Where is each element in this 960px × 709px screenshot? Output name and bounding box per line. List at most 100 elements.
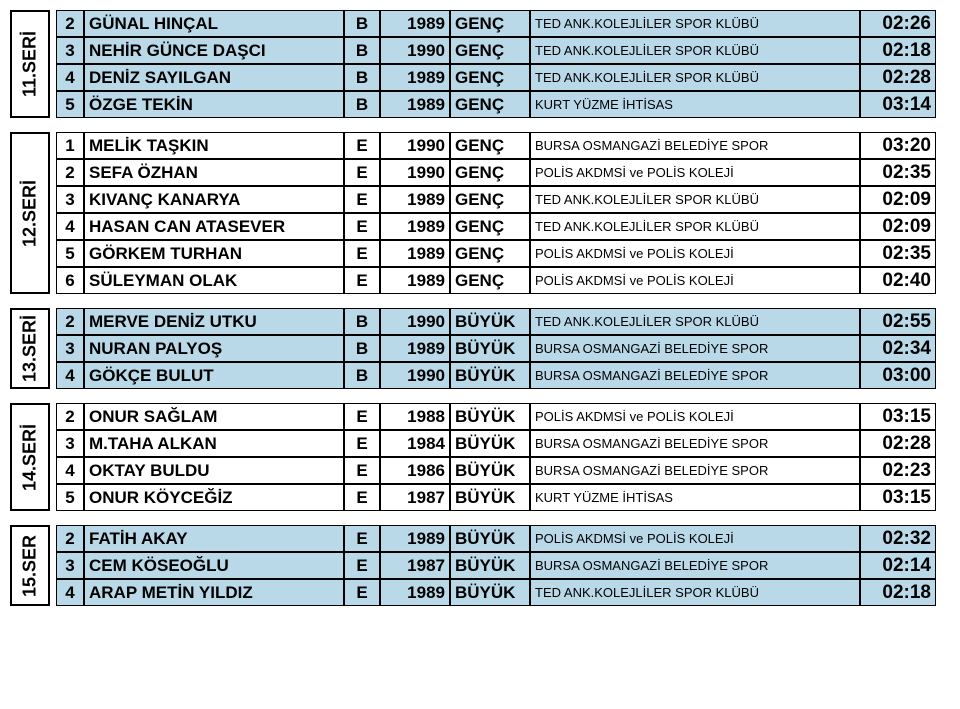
series-block: 11.SERİ2GÜNAL HINÇALB1989GENÇTED ANK.KOL… [10,10,950,118]
athlete-name: OKTAY BULDU [84,457,344,484]
time: 02:09 [860,213,936,240]
club-name: TED ANK.KOLEJLİLER SPOR KLÜBÜ [530,308,860,335]
category: GENÇ [450,37,530,64]
series-label: 12.SERİ [10,132,50,294]
birth-year: 1989 [380,186,450,213]
sex: E [344,267,380,294]
athlete-name: KIVANÇ KANARYA [84,186,344,213]
athlete-name: ONUR KÖYCEĞİZ [84,484,344,511]
table-row: 4OKTAY BULDUE1986BÜYÜKBURSA OSMANGAZİ BE… [56,457,950,484]
table-row: 5GÖRKEM TURHANE1989GENÇPOLİS AKDMSİ ve P… [56,240,950,267]
club-name: KURT YÜZME İHTİSAS [530,91,860,118]
category: BÜYÜK [450,457,530,484]
series-label: 14.SERİ [10,403,50,511]
time: 03:15 [860,403,936,430]
club-name: POLİS AKDMSİ ve POLİS KOLEJİ [530,267,860,294]
category: BÜYÜK [450,403,530,430]
sex: E [344,403,380,430]
sex: E [344,579,380,606]
birth-year: 1990 [380,308,450,335]
athlete-name: FATİH AKAY [84,525,344,552]
series-block: 14.SERİ2ONUR SAĞLAME1988BÜYÜKPOLİS AKDMS… [10,403,950,511]
category: GENÇ [450,10,530,37]
series-rows: 2ONUR SAĞLAME1988BÜYÜKPOLİS AKDMSİ ve PO… [56,403,950,511]
series-label: 13.SERİ [10,308,50,389]
row-number: 2 [56,10,84,37]
row-number: 4 [56,362,84,389]
birth-year: 1987 [380,484,450,511]
time: 02:40 [860,267,936,294]
row-number: 2 [56,159,84,186]
birth-year: 1986 [380,457,450,484]
sex: E [344,484,380,511]
category: BÜYÜK [450,579,530,606]
athlete-name: GÖKÇE BULUT [84,362,344,389]
series-label: 15.SER [10,525,50,606]
row-number: 5 [56,484,84,511]
table-row: 6SÜLEYMAN OLAKE1989GENÇPOLİS AKDMSİ ve P… [56,267,950,294]
time: 02:23 [860,457,936,484]
sex: E [344,525,380,552]
time: 02:14 [860,552,936,579]
table-row: 3KIVANÇ KANARYAE1989GENÇTED ANK.KOLEJLİL… [56,186,950,213]
row-number: 2 [56,403,84,430]
birth-year: 1990 [380,132,450,159]
time: 02:35 [860,240,936,267]
club-name: BURSA OSMANGAZİ BELEDİYE SPOR [530,457,860,484]
table-row: 4ARAP METİN YILDIZE1989BÜYÜKTED ANK.KOLE… [56,579,950,606]
series-block: 13.SERİ2MERVE DENİZ UTKUB1990BÜYÜKTED AN… [10,308,950,389]
results-table: 11.SERİ2GÜNAL HINÇALB1989GENÇTED ANK.KOL… [10,10,950,606]
table-row: 2ONUR SAĞLAME1988BÜYÜKPOLİS AKDMSİ ve PO… [56,403,950,430]
sex: B [344,37,380,64]
table-row: 2GÜNAL HINÇALB1989GENÇTED ANK.KOLEJLİLER… [56,10,950,37]
row-number: 3 [56,430,84,457]
club-name: TED ANK.KOLEJLİLER SPOR KLÜBÜ [530,579,860,606]
birth-year: 1987 [380,552,450,579]
table-row: 2MERVE DENİZ UTKUB1990BÜYÜKTED ANK.KOLEJ… [56,308,950,335]
table-row: 4DENİZ SAYILGANB1989GENÇTED ANK.KOLEJLİL… [56,64,950,91]
table-row: 1MELİK TAŞKINE1990GENÇBURSA OSMANGAZİ BE… [56,132,950,159]
sex: E [344,159,380,186]
athlete-name: ARAP METİN YILDIZ [84,579,344,606]
row-number: 3 [56,552,84,579]
time: 02:18 [860,579,936,606]
time: 02:32 [860,525,936,552]
series-rows: 2FATİH AKAYE1989BÜYÜKPOLİS AKDMSİ ve POL… [56,525,950,606]
category: BÜYÜK [450,308,530,335]
time: 02:28 [860,430,936,457]
club-name: BURSA OSMANGAZİ BELEDİYE SPOR [530,362,860,389]
sex: B [344,64,380,91]
sex: E [344,132,380,159]
category: BÜYÜK [450,484,530,511]
table-row: 2SEFA ÖZHANE1990GENÇPOLİS AKDMSİ ve POLİ… [56,159,950,186]
club-name: TED ANK.KOLEJLİLER SPOR KLÜBÜ [530,37,860,64]
table-row: 4HASAN CAN ATASEVERE1989GENÇTED ANK.KOLE… [56,213,950,240]
table-row: 3NURAN PALYOŞB1989BÜYÜKBURSA OSMANGAZİ B… [56,335,950,362]
category: GENÇ [450,91,530,118]
time: 02:34 [860,335,936,362]
time: 03:15 [860,484,936,511]
series-rows: 2MERVE DENİZ UTKUB1990BÜYÜKTED ANK.KOLEJ… [56,308,950,389]
category: GENÇ [450,132,530,159]
athlete-name: HASAN CAN ATASEVER [84,213,344,240]
time: 02:09 [860,186,936,213]
time: 02:26 [860,10,936,37]
club-name: POLİS AKDMSİ ve POLİS KOLEJİ [530,240,860,267]
table-row: 3M.TAHA ALKANE1984BÜYÜKBURSA OSMANGAZİ B… [56,430,950,457]
table-row: 3CEM KÖSEOĞLUE1987BÜYÜKBURSA OSMANGAZİ B… [56,552,950,579]
row-number: 3 [56,335,84,362]
row-number: 3 [56,186,84,213]
club-name: BURSA OSMANGAZİ BELEDİYE SPOR [530,335,860,362]
time: 02:28 [860,64,936,91]
row-number: 5 [56,240,84,267]
birth-year: 1989 [380,335,450,362]
sex: E [344,213,380,240]
table-row: 5ONUR KÖYCEĞİZE1987BÜYÜKKURT YÜZME İHTİS… [56,484,950,511]
club-name: POLİS AKDMSİ ve POLİS KOLEJİ [530,525,860,552]
athlete-name: CEM KÖSEOĞLU [84,552,344,579]
athlete-name: NURAN PALYOŞ [84,335,344,362]
time: 03:14 [860,91,936,118]
birth-year: 1989 [380,10,450,37]
time: 03:00 [860,362,936,389]
athlete-name: NEHİR GÜNCE DAŞCI [84,37,344,64]
